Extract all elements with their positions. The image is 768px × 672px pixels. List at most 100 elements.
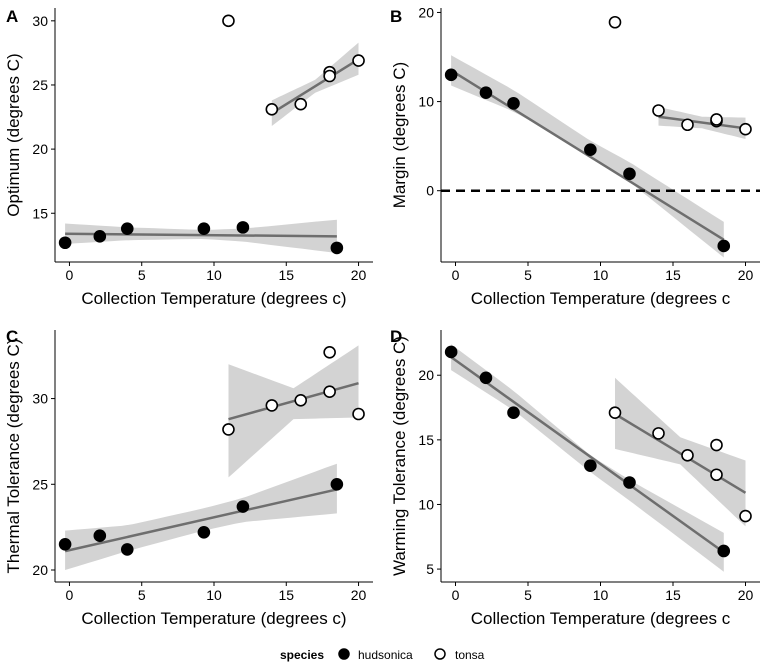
point-b-hudsonica (507, 97, 520, 110)
point-a-tonsa (352, 54, 365, 67)
y-tick-label-c: 25 (32, 476, 48, 492)
confidence-band-d-hudsonica (451, 344, 724, 572)
point-c-tonsa (222, 423, 235, 436)
x-tick-label-c: 5 (138, 587, 146, 603)
panel-tag-d: D (390, 327, 402, 346)
x-tick-label-b: 15 (665, 267, 681, 283)
y-tick-label-b: 0 (426, 183, 434, 199)
x-axis-title-d: Collection Temperature (degrees c (471, 609, 731, 628)
y-axis-title-a: Optimum (degrees C) (4, 53, 23, 216)
point-d-tonsa (681, 449, 694, 462)
x-tick-label-b: 20 (738, 267, 754, 283)
y-tick-label-c: 30 (32, 391, 48, 407)
point-c-hudsonica (120, 543, 134, 556)
point-c-hudsonica (236, 500, 250, 513)
y-tick-label-d: 20 (418, 367, 434, 383)
legend-label-tonsa: tonsa (455, 648, 485, 662)
fit-line-c-tonsa (228, 381, 359, 421)
y-tick-label-d: 15 (418, 432, 434, 448)
point-d-tonsa (710, 468, 723, 482)
point-d-hudsonica (507, 406, 520, 420)
x-axis-title-b: Collection Temperature (degrees c (471, 289, 731, 308)
point-d-hudsonica (717, 544, 731, 558)
point-a-tonsa (294, 97, 308, 111)
fit-line-a-hudsonica (65, 232, 337, 238)
panel-b: 0 5 10 15 20 0 10 20 Collection Temperature (deg… (390, 4, 760, 308)
legend-marker-tonsa (434, 648, 446, 660)
point-d-tonsa (652, 427, 665, 440)
fit-line-d-tonsa (614, 412, 747, 494)
point-b-hudsonica (479, 86, 493, 99)
point-d-tonsa (608, 406, 622, 420)
y-tick-label-a: 15 (32, 205, 48, 221)
point-b-tonsa (710, 113, 723, 126)
point-a-hudsonica (120, 222, 134, 235)
point-b-tonsa (608, 15, 622, 29)
x-tick-label-c: 0 (66, 587, 74, 603)
y-axis-title-c: Thermal Tolerance (degrees C) (4, 339, 23, 574)
x-tick-label-a: 15 (278, 267, 294, 283)
point-b-hudsonica (444, 68, 458, 82)
point-a-hudsonica (236, 221, 250, 234)
y-tick-label-d: 5 (426, 561, 434, 577)
y-axis-title-b: Margin (degrees C) (390, 62, 409, 208)
fit-line-c-hudsonica (64, 488, 338, 553)
x-tick-label-b: 5 (524, 267, 532, 283)
point-a-hudsonica (93, 230, 107, 243)
point-b-hudsonica (584, 143, 597, 157)
y-tick-label-a: 25 (32, 77, 48, 93)
point-d-hudsonica (584, 459, 597, 472)
point-b-hudsonica (623, 167, 636, 181)
point-c-tonsa (294, 393, 308, 407)
legend-label-hudsonica: hudsonica (358, 648, 413, 662)
fit-line-a-tonsa (271, 58, 360, 115)
x-tick-label-d: 20 (738, 587, 754, 603)
x-tick-label-a: 5 (138, 267, 146, 283)
y-tick-label-d: 10 (418, 496, 434, 512)
point-d-hudsonica (444, 345, 458, 359)
y-tick-label-b: 10 (418, 94, 434, 110)
legend: species hudsonica tonsa (280, 648, 485, 662)
panel-tag-b: B (390, 7, 402, 26)
panel-d: 0 5 10 15 20 5 10 15 20 Collection Temperature (d… (390, 327, 760, 628)
x-tick-label-c: 15 (278, 587, 294, 603)
panel-tag-c: C (6, 327, 18, 346)
panel-a: 0 5 10 15 20 15 20 25 30 Collection Temperature (… (4, 7, 373, 308)
legend-marker-hudsonica (338, 648, 350, 660)
panel-c: 0 5 10 15 20 20 25 30 Collection Temperature (de… (4, 327, 373, 628)
x-tick-label-c: 10 (206, 587, 222, 603)
point-a-hudsonica (197, 222, 211, 235)
point-a-tonsa (323, 69, 336, 83)
x-tick-label-d: 15 (665, 587, 681, 603)
y-tick-label-a: 30 (32, 13, 48, 29)
confidence-band-c-tonsa (228, 345, 359, 478)
y-tick-label-b: 20 (418, 4, 434, 20)
fit-line-b-tonsa (658, 115, 746, 130)
point-d-hudsonica (479, 371, 493, 385)
y-tick-label-a: 20 (32, 141, 48, 157)
point-d-tonsa (739, 509, 752, 523)
y-axis-title-d: Warming Tolerance (degrees C) (390, 336, 409, 576)
panel-tag-a: A (6, 7, 18, 26)
point-b-tonsa (739, 122, 752, 136)
point-b-tonsa (681, 118, 694, 132)
point-b-hudsonica (717, 239, 731, 253)
point-c-tonsa (323, 385, 336, 399)
point-d-hudsonica (623, 476, 636, 489)
fit-line-d-hudsonica (450, 356, 725, 554)
point-c-tonsa (265, 399, 279, 412)
confidence-band-c-hudsonica (65, 463, 337, 570)
point-c-hudsonica (93, 529, 107, 543)
point-a-hudsonica (330, 241, 344, 255)
point-c-hudsonica (58, 537, 72, 551)
x-tick-label-a: 0 (66, 267, 74, 283)
x-tick-label-b: 10 (593, 267, 609, 283)
panels: 0 5 10 15 20 15 20 25 30 Collection Temperature (… (4, 4, 760, 628)
point-d-tonsa (710, 438, 723, 452)
point-c-tonsa (323, 345, 336, 359)
point-a-tonsa (222, 14, 235, 28)
point-c-hudsonica (197, 525, 211, 539)
x-tick-label-d: 5 (524, 587, 532, 603)
x-tick-label-d: 10 (593, 587, 609, 603)
